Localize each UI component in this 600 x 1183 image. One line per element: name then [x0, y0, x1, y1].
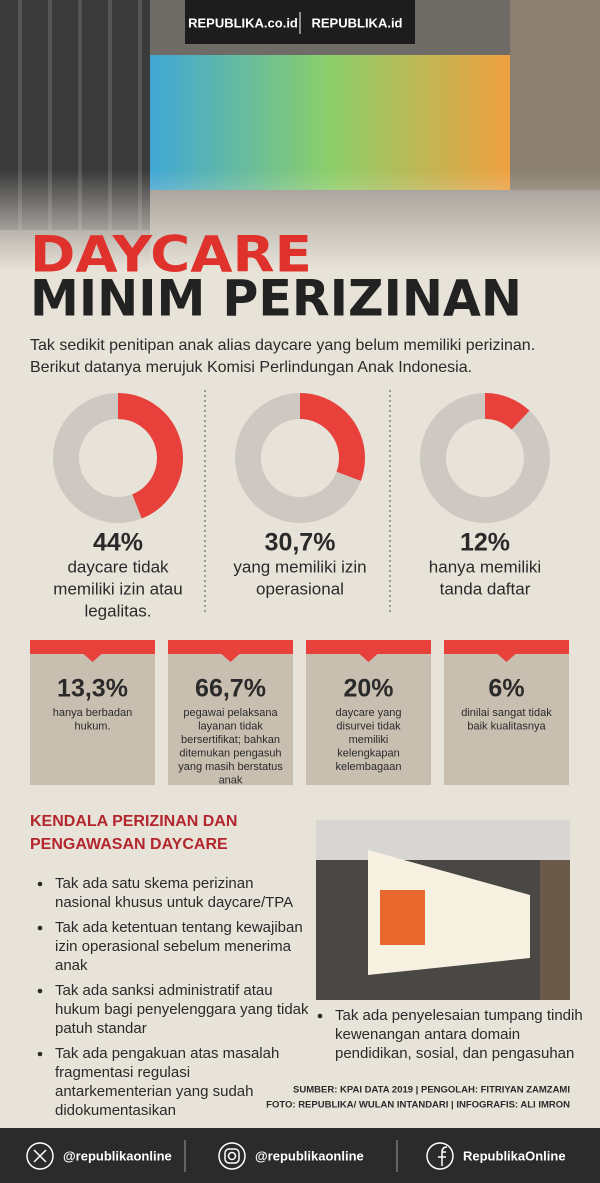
box-value: 13,3%	[57, 675, 128, 703]
box-desc: memiliki	[349, 734, 389, 746]
bullet-text: fragmentasi regulasi	[55, 1064, 190, 1081]
bullet-dot	[37, 881, 43, 887]
box-desc: dinilai sangat tidak	[461, 707, 552, 719]
intro: Tak sedikit penitipan anak alias daycare…	[30, 337, 535, 354]
stat-desc: yang memiliki izin	[233, 557, 366, 576]
social-icons	[26, 1140, 454, 1172]
box-value: 66,7%	[195, 675, 266, 703]
box-desc: kelembagaan	[335, 761, 401, 773]
box-desc: hukum.	[74, 720, 110, 732]
stat-desc: legalitas.	[84, 601, 151, 620]
bullet-text: Tak ada sanksi administratif atau	[55, 982, 273, 999]
bullet-text: kewenangan antara domain	[335, 1026, 520, 1043]
stat-value: 44%	[93, 529, 143, 557]
box-desc: yang masih berstatus	[178, 761, 283, 773]
box-notch	[497, 654, 516, 662]
stat-desc: daycare tidak	[67, 557, 169, 576]
title: DAYCARE	[30, 226, 312, 284]
section-heading: PENGAWASAN DAYCARE	[30, 836, 228, 853]
box-desc: hanya berbadan	[53, 707, 133, 719]
credit: FOTO: REPUBLIKA/ WULAN INTANDARI | INFOG…	[266, 1100, 570, 1111]
bullet-text: anak	[55, 957, 88, 974]
box-notch	[221, 654, 240, 662]
bullet-dot	[37, 1051, 43, 1057]
box-value: 6%	[488, 675, 524, 703]
credit: SUMBER: KPAI DATA 2019 | PENGOLAH: FITRI…	[293, 1085, 570, 1096]
bullet-text: izin operasional sebelum menerima	[55, 938, 292, 955]
box-desc: baik kualitasnya	[467, 720, 546, 732]
bullet-text: antarkementerian yang sudah	[55, 1083, 253, 1100]
stat-box	[444, 640, 569, 785]
logo: REPUBLIKA.co.id	[188, 15, 298, 30]
bullet-text: pendidikan, sosial, dan pengasuhan	[335, 1045, 574, 1062]
box-strip	[306, 640, 431, 654]
social-handle[interactable]: @republikaonline	[255, 1148, 364, 1163]
logo: REPUBLIKA.id	[312, 15, 403, 30]
bullet-text: didokumentasikan	[55, 1102, 176, 1119]
box-desc: anak	[219, 774, 243, 786]
social-handle[interactable]: @republikaonline	[63, 1148, 172, 1163]
intro: Berikut datanya merujuk Komisi Perlindun…	[30, 359, 472, 376]
bullet-dot	[37, 988, 43, 994]
box-desc: daycare yang	[335, 707, 401, 719]
bullet-text: Tak ada penyelesaian tumpang tindih	[335, 1007, 583, 1024]
stat-desc: operasional	[256, 579, 344, 598]
stat-box	[168, 640, 293, 785]
bullet-text: Tak ada pengakuan atas masalah	[55, 1045, 279, 1062]
bullet-text: hukum bagi penyelenggara yang tidak	[55, 1001, 309, 1018]
bullet-dot	[317, 1013, 323, 1019]
bullet-text: Tak ada ketentuan tentang kewajiban	[55, 919, 303, 936]
box-notch	[83, 654, 102, 662]
bullet-dot	[37, 925, 43, 931]
box-desc: disurvei tidak	[336, 720, 401, 732]
box-desc: pegawai pelaksana	[183, 707, 278, 719]
section-heading: KENDALA PERIZINAN DAN	[30, 813, 237, 830]
bullet-text: Tak ada satu skema perizinan	[55, 875, 253, 892]
box-desc: bersertifikat; bahkan	[181, 734, 280, 746]
stat-desc: tanda daftar	[440, 579, 531, 598]
box-notch	[359, 654, 378, 662]
top-photo	[0, 0, 600, 270]
stat-box	[30, 640, 155, 785]
box-desc: kelengkapan	[337, 747, 399, 759]
box-strip	[30, 640, 155, 654]
box-strip	[444, 640, 569, 654]
social-handle[interactable]: RepublikaOnline	[463, 1148, 566, 1163]
stat-value: 12%	[460, 529, 510, 557]
stat-box	[306, 640, 431, 785]
box-strip	[168, 640, 293, 654]
donut-arc	[420, 393, 550, 523]
bullet-text: nasional khusus untuk daycare/TPA	[55, 894, 293, 911]
photo	[316, 820, 570, 1000]
title: MINIM PERIZINAN	[30, 270, 522, 328]
stat-value: 30,7%	[265, 529, 336, 557]
stat-desc: memiliki izin atau	[53, 579, 182, 598]
box-desc: ditemukan pengasuh	[179, 747, 281, 759]
box-value: 20%	[343, 675, 393, 703]
donut-arc	[53, 393, 183, 523]
donut-arc	[235, 393, 365, 523]
bullet-text: patuh standar	[55, 1020, 147, 1037]
box-desc: layanan tidak	[198, 720, 263, 732]
stat-desc: hanya memiliki	[429, 557, 541, 576]
footer	[0, 1128, 600, 1183]
